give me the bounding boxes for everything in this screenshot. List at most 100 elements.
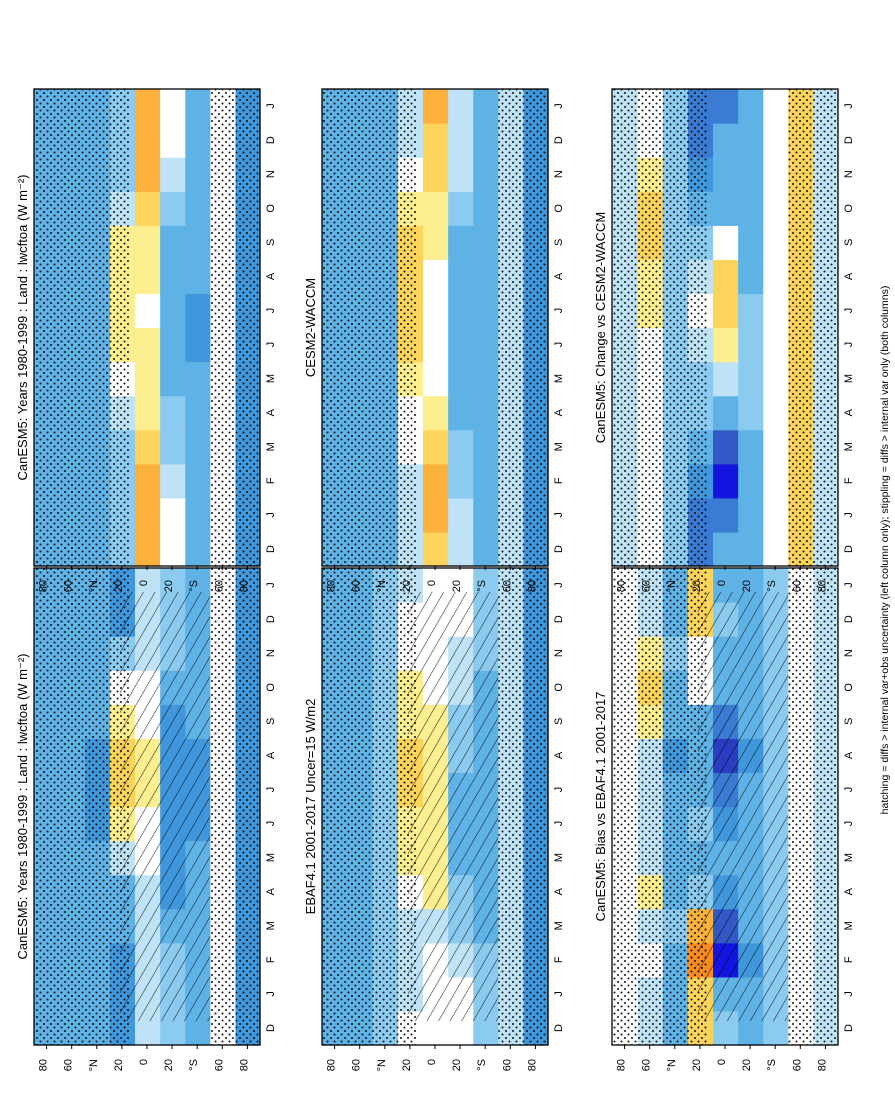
- lat-tick-label: 80: [526, 1059, 538, 1071]
- heatmap-cell: [737, 157, 764, 192]
- month-tick-label: M: [843, 921, 855, 930]
- heatmap-cell: [762, 531, 789, 567]
- month-tick-label: J: [265, 787, 277, 793]
- heatmap-cell: [737, 89, 764, 124]
- heatmap-cell: [447, 225, 474, 260]
- heatmap-cell: [134, 327, 161, 363]
- month-tick-label: J: [553, 342, 565, 348]
- lat-tick-label: 60: [351, 1059, 363, 1071]
- lat-tick-label: °N: [88, 1059, 100, 1071]
- month-tick-label: J: [843, 103, 855, 109]
- month-tick-label: M: [843, 374, 855, 383]
- month-tick-label: N: [843, 649, 855, 657]
- heatmap-cell: [422, 293, 449, 329]
- month-tick-label: S: [265, 718, 277, 725]
- month-tick-label: M: [265, 442, 277, 451]
- heatmap-cell: [472, 429, 499, 465]
- heatmap-cell: [159, 225, 186, 260]
- heatmap-cell: [712, 429, 739, 465]
- lat-tick-label: 80: [326, 580, 338, 592]
- footnote-text: hatching = diffs > internal var+obs unce…: [879, 286, 891, 815]
- heatmap-cell: [712, 497, 739, 533]
- heatmap-cell: [184, 327, 211, 363]
- heatmap-cell: [422, 361, 449, 397]
- month-tick-label: J: [843, 308, 855, 314]
- month-tick-label: J: [553, 991, 565, 997]
- heatmap-cell: [762, 157, 789, 192]
- heatmap-cell: [422, 531, 449, 567]
- heatmap-cell: [472, 259, 499, 295]
- heatmap-cell: [737, 429, 764, 465]
- heatmap-cell: [134, 463, 161, 499]
- stippling-region: [34, 568, 129, 1045]
- lat-tick-label: 80: [526, 580, 538, 592]
- month-tick-label: J: [843, 821, 855, 827]
- lat-tick-label: 80: [38, 580, 50, 592]
- panel-b1: 80 60 °N 20 0 20 °S 60 80 D J F M A M J J A S O N D J CanESM5: …: [15, 88, 277, 592]
- hatching-region: [407, 591, 499, 1022]
- heatmap-cell: [472, 225, 499, 260]
- lat-tick-label: 60: [641, 580, 653, 592]
- lat-tick-label: 60: [213, 580, 225, 592]
- lat-tick-label: °S: [766, 580, 778, 592]
- month-tick-label: J: [843, 582, 855, 588]
- lat-tick-label: 80: [326, 1059, 338, 1071]
- heatmap-cell: [447, 429, 474, 465]
- month-tick-label: A: [265, 272, 277, 280]
- heatmap-cell: [472, 531, 499, 567]
- heatmap-cell: [184, 497, 211, 533]
- heatmap-cell: [159, 531, 186, 567]
- panel-title: CanESM5: Years 1980-1999 : Land : lwcfto…: [15, 653, 30, 959]
- panel-title: EBAF4.1 2001-2017 Uncer=15 W/m2: [303, 699, 318, 915]
- heatmap-cell: [447, 157, 474, 192]
- heatmap-cell: [712, 225, 739, 260]
- heatmap-cell: [472, 463, 499, 499]
- month-tick-label: J: [843, 342, 855, 348]
- heatmap-cell: [422, 89, 449, 124]
- lat-tick-label: °N: [88, 580, 100, 592]
- heatmap-cell: [762, 361, 789, 397]
- heatmap-cell: [737, 395, 764, 431]
- heatmap-cell: [184, 259, 211, 295]
- month-tick-label: O: [265, 683, 277, 692]
- lat-tick-label: 20: [691, 1059, 703, 1071]
- month-tick-label: N: [265, 649, 277, 657]
- heatmap-cell: [737, 191, 764, 226]
- lat-tick-label: 20: [163, 1059, 175, 1071]
- panel-b3: 80 60 °N 20 0 20 °S 60 80 D J F M A M J J A S O N D J CanESM5: …: [593, 88, 855, 592]
- panel-title: CanESM5: Years 1980-1999 : Land : lwcfto…: [15, 174, 30, 480]
- month-tick-label: D: [553, 545, 565, 553]
- heatmap-cell: [134, 429, 161, 465]
- heatmap-cell: [472, 123, 499, 158]
- month-tick-label: F: [553, 477, 565, 484]
- lat-tick-label: °N: [666, 1059, 678, 1071]
- month-tick-label: N: [553, 649, 565, 657]
- month-tick-label: S: [265, 239, 277, 246]
- heatmap-cell: [737, 497, 764, 533]
- month-tick-label: M: [265, 374, 277, 383]
- heatmap-cell: [762, 293, 789, 329]
- lat-tick-label: 60: [641, 1059, 653, 1071]
- lat-tick-label: °S: [188, 1059, 200, 1071]
- heatmap-cell: [447, 89, 474, 124]
- heatmap-cell: [472, 497, 499, 533]
- lat-tick-label: 20: [451, 1059, 463, 1071]
- panel-b1-heatmap: 80 60 °N 20 0 20 °S 60 80 D J F M A M J J A S O N D J CanESM5: …: [15, 88, 277, 592]
- heatmap-cell: [184, 429, 211, 465]
- month-tick-label: N: [553, 170, 565, 178]
- lat-tick-label: 60: [501, 1059, 513, 1071]
- lat-tick-label: 0: [716, 1059, 728, 1065]
- month-tick-label: J: [553, 821, 565, 827]
- month-tick-label: O: [843, 204, 855, 213]
- month-tick-label: F: [553, 956, 565, 963]
- heatmap-cell: [134, 123, 161, 158]
- panel-title: CanESM5: Bias vs EBAF4.1 2001-2017: [593, 692, 608, 922]
- heatmap-cell: [422, 123, 449, 158]
- heatmap-cell: [762, 395, 789, 431]
- heatmap-cell: [737, 123, 764, 158]
- heatmap-cell: [159, 293, 186, 329]
- lat-tick-label: 0: [138, 1059, 150, 1065]
- lat-tick-label: °N: [666, 580, 678, 592]
- heatmap-cell: [134, 157, 161, 192]
